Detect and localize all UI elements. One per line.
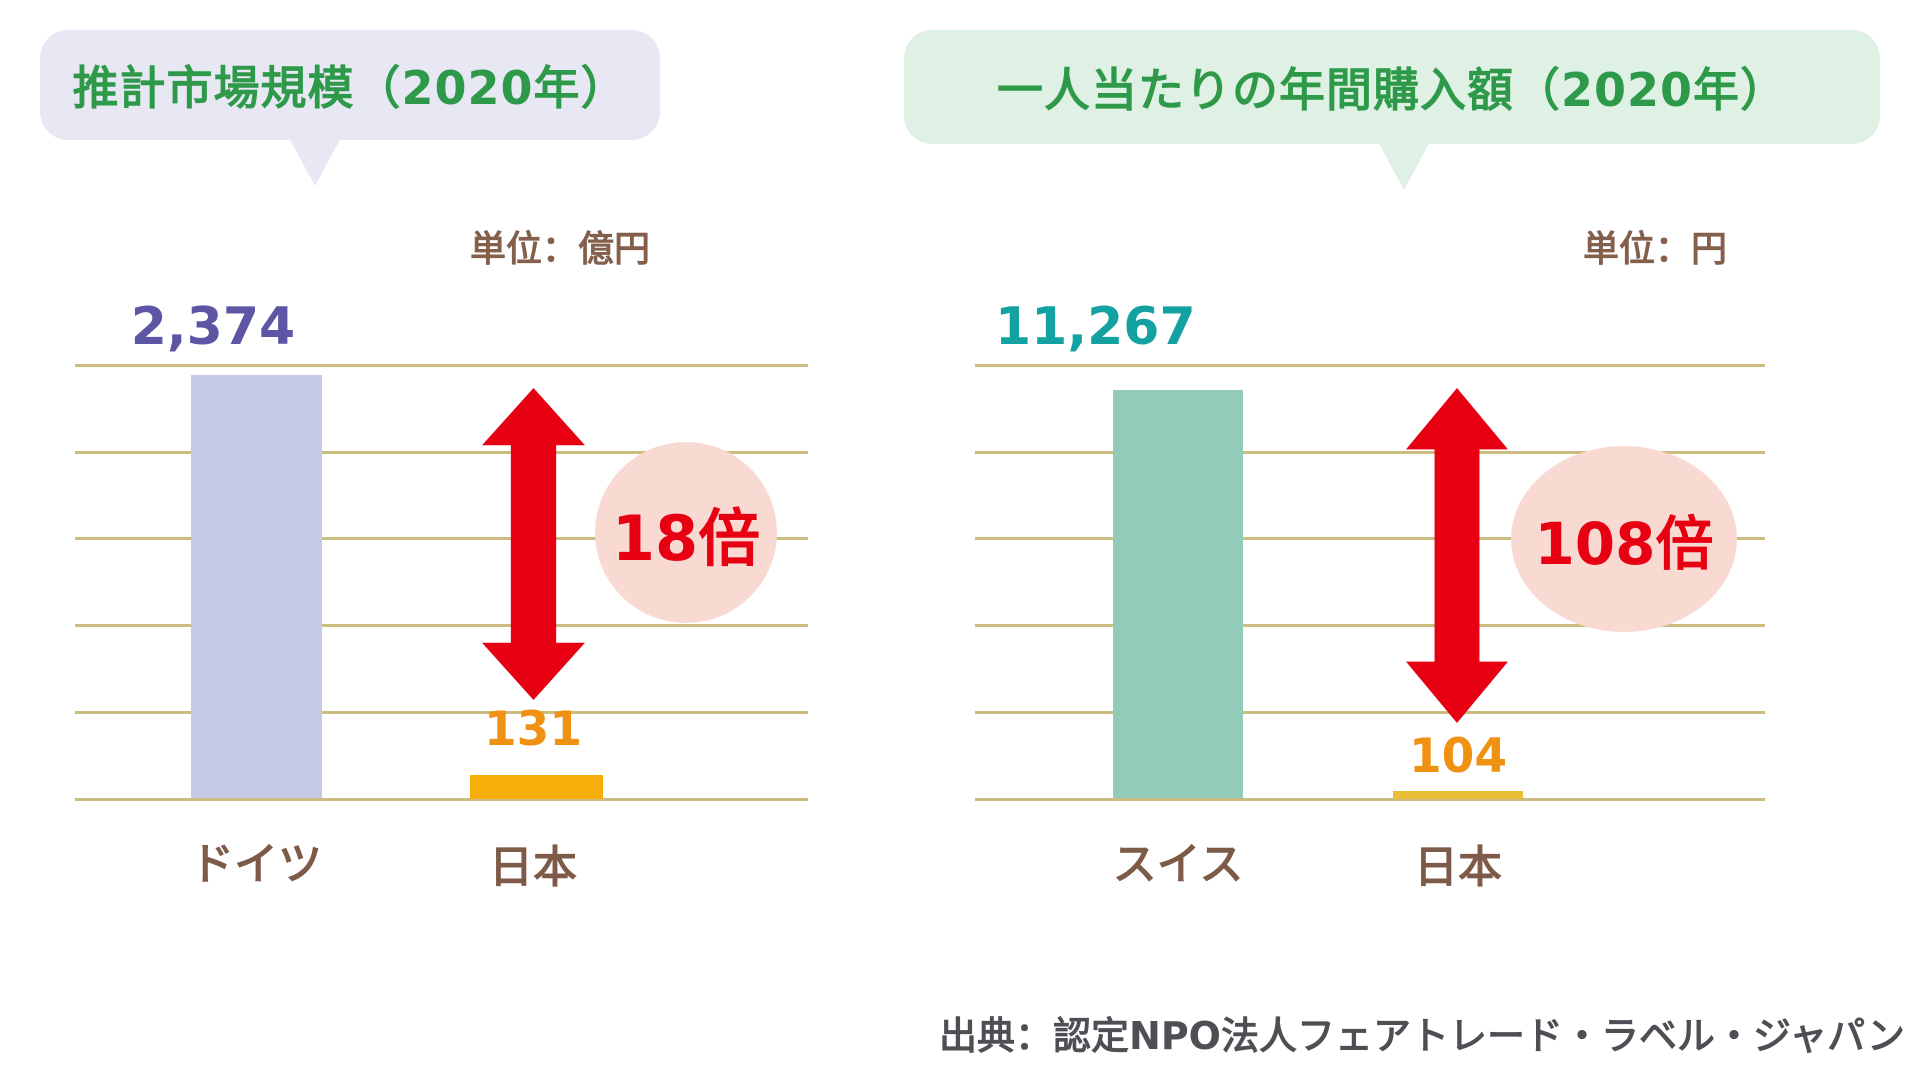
category-label-switzerland: スイス xyxy=(1112,839,1244,890)
gridline xyxy=(75,624,808,627)
gridline xyxy=(75,537,808,540)
category-label-japan: 日本 xyxy=(1414,842,1502,893)
bar-value-germany: 2,374 xyxy=(130,297,296,357)
ratio-arrow-icon xyxy=(1406,388,1508,723)
gridline xyxy=(975,537,1765,540)
gridline xyxy=(975,364,1765,367)
category-label-japan: 日本 xyxy=(489,842,577,893)
ratio-badge: 108倍 xyxy=(1511,446,1737,632)
gridline-baseline xyxy=(975,798,1765,801)
bubble-pointer-triangle xyxy=(1377,140,1431,190)
chart-title: 推計市場規模（2020年） xyxy=(72,61,628,115)
bar-value-switzerland: 11,267 xyxy=(995,297,1196,357)
bubble-pointer-triangle xyxy=(288,136,342,186)
category-label-germany: ドイツ xyxy=(190,839,322,890)
chart-title-bubble: 推計市場規模（2020年） xyxy=(40,30,660,140)
bar-germany xyxy=(191,375,322,798)
gridline xyxy=(975,624,1765,627)
bar-switzerland xyxy=(1113,390,1243,798)
gridline xyxy=(975,711,1765,714)
gridline xyxy=(975,451,1765,454)
ratio-badge: 18倍 xyxy=(595,442,777,623)
chart-title-bubble: 一人当たりの年間購入額（2020年） xyxy=(904,30,1880,144)
bar-japan xyxy=(1393,791,1523,799)
gridline-baseline xyxy=(75,798,808,801)
source-citation: 出典：認定NPO法人フェアトレード・ラベル・ジャパン xyxy=(939,1014,1905,1058)
chart-title: 一人当たりの年間購入額（2020年） xyxy=(996,63,1788,117)
bar-value-japan: 131 xyxy=(483,702,583,757)
gridline xyxy=(75,364,808,367)
gridline xyxy=(75,451,808,454)
bar-value-japan: 104 xyxy=(1408,729,1508,784)
ratio-arrow-icon xyxy=(482,388,585,700)
gridlines xyxy=(975,364,1765,801)
gridlines xyxy=(75,364,808,801)
bar-japan xyxy=(470,775,603,799)
ratio-label: 108倍 xyxy=(1534,510,1714,578)
unit-label: 単位：円 xyxy=(1582,229,1727,270)
ratio-label: 18倍 xyxy=(611,501,761,575)
gridline xyxy=(75,711,808,714)
unit-label: 単位：億円 xyxy=(469,229,650,270)
